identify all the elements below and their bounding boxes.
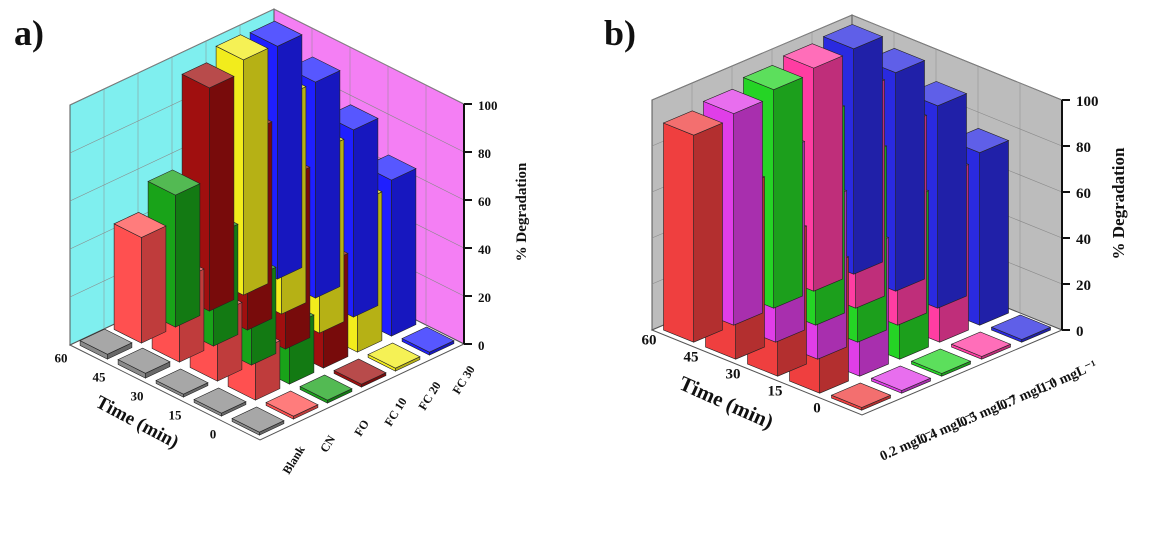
chart-a-time-tick-label: 30: [131, 389, 144, 404]
chart-b-time-tick-label: 30: [726, 367, 741, 383]
chart-b-bar: [870, 365, 932, 394]
chart-a-category-label: FC 30: [449, 363, 477, 397]
chart-a-bar: [79, 328, 133, 360]
chart-a-bar: [265, 390, 319, 420]
chart-b-bar: [950, 331, 1012, 360]
chart-b-z-axis-title: % Degradation: [1109, 147, 1128, 259]
chart-b-time-tick-label: 0: [813, 401, 821, 417]
chart-b-z-tick-label: 80: [1076, 140, 1091, 156]
chart-b-time-tick-label: 60: [642, 333, 657, 349]
panel-a: a) 0 20 40 60 80 100% Degradation 0 15 30 45 60 Tim…: [14, 8, 530, 477]
chart-a-z-tick-label: 40: [478, 242, 491, 257]
chart-a-bar: [333, 358, 387, 388]
chart-a-time-tick-label: 0: [210, 427, 217, 442]
chart-b-z-tick-label: 40: [1076, 232, 1091, 248]
chart-a-time-tick-label: 60: [55, 351, 68, 366]
chart-a-category-label: FC 10: [381, 395, 409, 429]
chart-a-bar: [401, 326, 455, 356]
chart-a-bar: [117, 347, 171, 379]
chart-b-time-tick-label: 15: [768, 384, 783, 400]
chart-a-bar: [113, 211, 167, 344]
chart-b-time-tick-label: 45: [684, 350, 699, 366]
chart-b-bar: [830, 382, 892, 411]
chart-a-bar: [231, 406, 285, 436]
chart-a-category-label: FC 20: [415, 379, 443, 413]
chart-b-z-tick-label: 100: [1076, 94, 1099, 110]
panel-label-a: a): [14, 13, 44, 53]
chart-b-z-tick-label: 20: [1076, 278, 1091, 294]
chart-b-bar: [910, 348, 972, 377]
chart-a-bar: [367, 342, 421, 372]
chart-a-z-tick-label: 80: [478, 146, 491, 161]
chart-a-bar: [193, 387, 247, 417]
chart-a-z-axis-title: % Degradation: [514, 162, 530, 261]
chart-a-time-tick-label: 45: [93, 370, 107, 385]
chart-b-bar: [662, 110, 724, 343]
chart-b-z-tick-label: 60: [1076, 186, 1091, 202]
chart-a-category-label: FO: [351, 417, 372, 439]
chart-a-time-tick-label: 15: [169, 408, 183, 423]
chart-b-gridline: [651, 14, 1063, 101]
panel-b: b) 0 20 40 60 80 100% Degradation 0 15 30 45 60 Tim…: [584, 0, 1168, 548]
panel-label-b: b): [604, 13, 637, 53]
chart-b-bar: [990, 314, 1052, 343]
chart-a-z-tick-label: 100: [478, 98, 498, 113]
chart-a-z-tick-label: 60: [478, 194, 491, 209]
chart-b-z-tick-label: 0: [1076, 324, 1084, 340]
chart-a-category-label: Blank: [280, 443, 308, 477]
chart-a-z-tick-label: 20: [478, 290, 491, 305]
chart-a-bar: [299, 374, 353, 404]
chart-a-category-label: CN: [317, 433, 338, 455]
chart-a-bar: [155, 368, 209, 398]
chart-a-z-tick-label: 0: [478, 338, 485, 353]
